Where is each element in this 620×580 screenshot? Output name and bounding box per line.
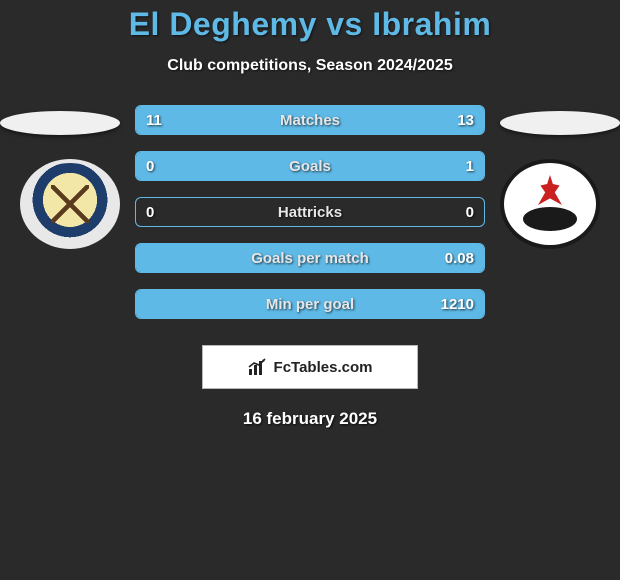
stat-label: Hattricks bbox=[136, 198, 484, 226]
club-crest-right bbox=[500, 159, 600, 249]
club-crest-left bbox=[20, 159, 120, 249]
stat-row: 01Goals bbox=[135, 151, 485, 181]
comparison-arena: 1113Matches01Goals00Hattricks0.08Goals p… bbox=[0, 111, 620, 331]
stat-row: 0.08Goals per match bbox=[135, 243, 485, 273]
player-photo-right bbox=[500, 111, 620, 135]
stat-label: Min per goal bbox=[136, 290, 484, 318]
brand-badge: FcTables.com bbox=[202, 345, 418, 389]
comparison-card: El Deghemy vs Ibrahim Club competitions,… bbox=[0, 0, 620, 429]
brand-text: FcTables.com bbox=[274, 359, 373, 376]
brand-chart-icon bbox=[248, 358, 268, 376]
player-photo-left bbox=[0, 111, 120, 135]
stat-bars: 1113Matches 01Goals 00Hattricks 0.08Goals p… bbox=[135, 105, 485, 335]
stat-row: 1210Min per goal bbox=[135, 289, 485, 319]
snapshot-date: 16 february 2025 bbox=[0, 409, 620, 429]
page-title: El Deghemy vs Ibrahim bbox=[0, 6, 620, 43]
page-subtitle: Club competitions, Season 2024/2025 bbox=[0, 57, 620, 75]
stat-label: Matches bbox=[136, 106, 484, 134]
stat-label: Goals bbox=[136, 152, 484, 180]
stat-label: Goals per match bbox=[136, 244, 484, 272]
stat-row: 1113Matches bbox=[135, 105, 485, 135]
stat-row: 00Hattricks bbox=[135, 197, 485, 227]
